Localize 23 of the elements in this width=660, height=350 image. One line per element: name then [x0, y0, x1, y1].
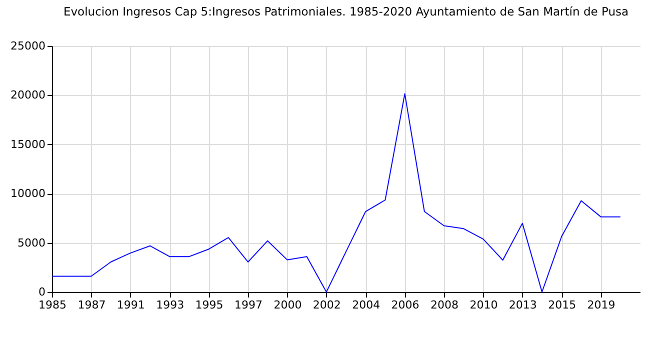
x-tick-label: 1987 [78, 298, 106, 312]
x-tick-label: 1997 [234, 298, 262, 312]
x-tick-label: 1991 [116, 298, 145, 312]
chart-title: Evolucion Ingresos Cap 5:Ingresos Patrimoniales. 1985-2020 Ayuntamiento de San Martín de Pusa [63, 4, 629, 18]
y-tick-label: 0 [38, 286, 46, 298]
x-tick-label: 1985 [38, 298, 66, 312]
x-tick-label: 1993 [156, 298, 184, 312]
x-tick-label: 2015 [548, 298, 576, 312]
x-tick-label: 2008 [430, 298, 458, 312]
x-tick-label: 2006 [391, 298, 420, 312]
x-tick-label: 2013 [508, 298, 537, 312]
y-tick-label: 20000 [10, 88, 46, 102]
y-tick-label: 15000 [10, 138, 46, 151]
y-tick-label: 25000 [10, 40, 46, 52]
x-tick-label: 2019 [587, 298, 616, 312]
y-tick-label: 5000 [18, 236, 46, 250]
x-tick-label: 2000 [274, 298, 302, 312]
y-tick-label: 10000 [10, 187, 46, 200]
line-series [52, 93, 621, 292]
x-tick-label: 2004 [352, 298, 380, 312]
x-tick-label: 2010 [470, 298, 498, 312]
x-tick-label: 1995 [195, 298, 224, 312]
x-tick-label: 2002 [312, 298, 341, 312]
